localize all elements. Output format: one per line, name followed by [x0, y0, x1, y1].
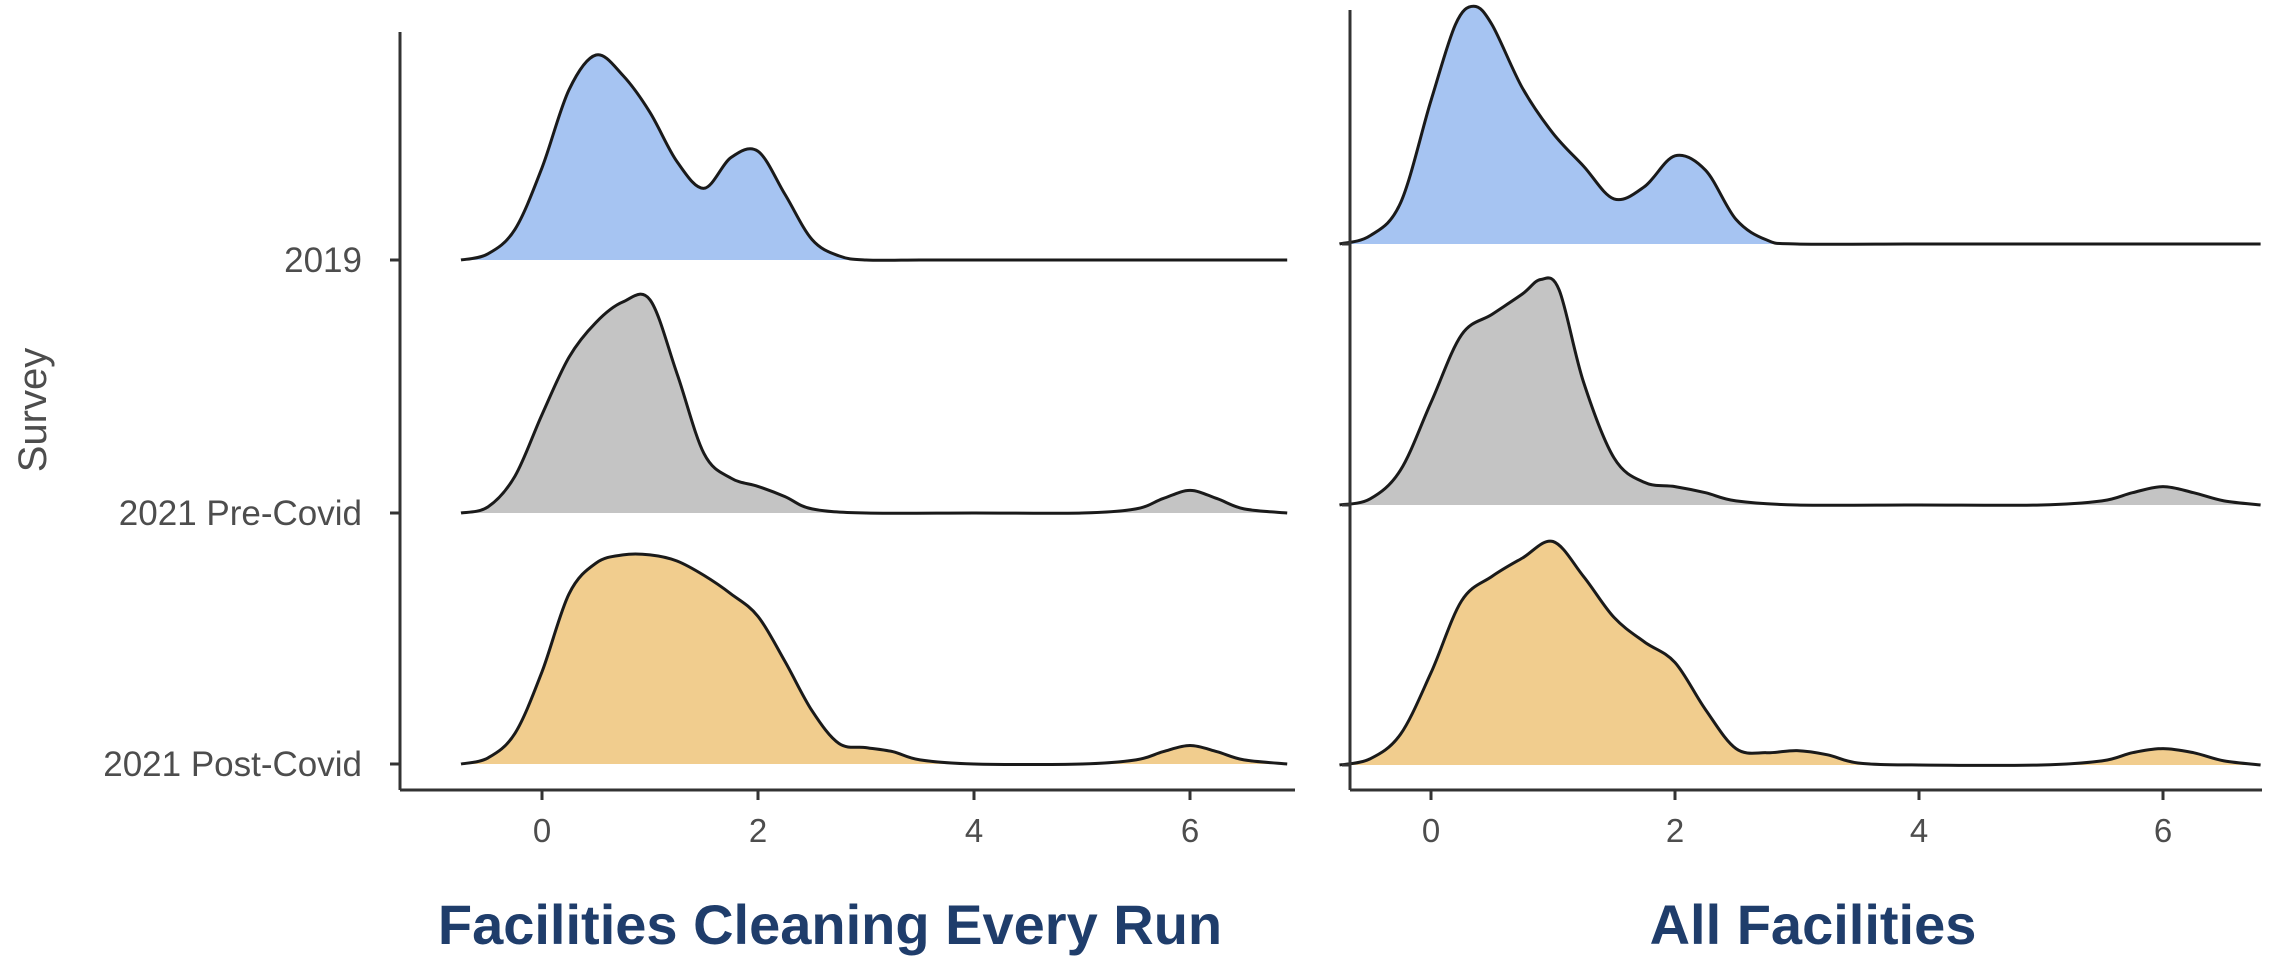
panel-all-facilities: 0 2 4 6 — [1339, 4, 2262, 849]
x-tick-label: 4 — [1910, 812, 1928, 849]
category-label: 2019 — [284, 241, 362, 280]
x-tick-label: 2 — [749, 812, 767, 849]
ridge-outline-2 — [460, 552, 1288, 767]
ridge-fill-2 — [1339, 541, 2261, 766]
category-label: 2021 Pre-Covid — [119, 494, 362, 533]
ridge-fill-1 — [1339, 277, 2261, 506]
x-tick-label: 6 — [2154, 812, 2172, 849]
x-tick-label: 0 — [1422, 812, 1440, 849]
ridge-fill-0 — [1339, 6, 2261, 245]
panel-title-cleaning: Facilities Cleaning Every Run — [438, 893, 1222, 956]
x-tick-label: 4 — [965, 812, 983, 849]
x-tick-label: 6 — [1181, 812, 1199, 849]
ridge-outline-1 — [1339, 276, 2261, 507]
ridge-outline-2 — [1339, 539, 2261, 767]
ridge-outline-1 — [460, 292, 1288, 515]
x-tick-label: 2 — [1666, 812, 1684, 849]
y-axis-title: Survey — [11, 348, 55, 473]
ridge-fill-2 — [461, 553, 1288, 765]
ridge-fill-1 — [461, 294, 1288, 514]
ridge-outline-0 — [460, 53, 1288, 262]
panel-title-all: All Facilities — [1650, 893, 1977, 956]
ridge-outline-0 — [1339, 4, 2261, 246]
x-tick-label: 0 — [533, 812, 551, 849]
ridge-fill-0 — [461, 54, 1288, 261]
panel-facilities-cleaning: 2019 2021 Pre-Covid 2021 Post-Covid 0 2 4 6 — [103, 32, 1295, 849]
category-label: 2021 Post-Covid — [103, 745, 362, 784]
